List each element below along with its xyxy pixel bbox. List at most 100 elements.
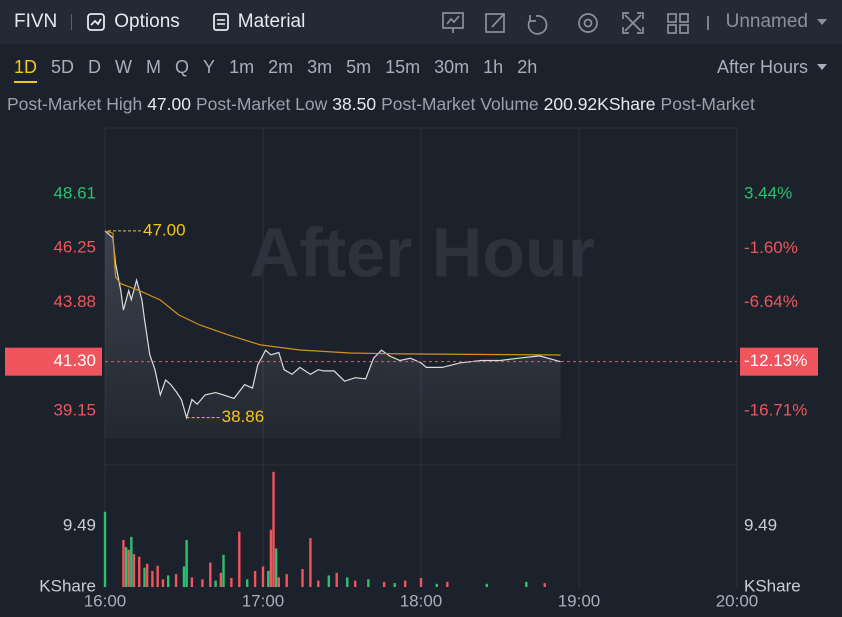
x-tick-label: 20:00 [716, 591, 759, 610]
period-tab[interactable]: 2m [268, 56, 294, 77]
volume-bar [143, 567, 146, 587]
volume-bar [238, 531, 241, 587]
volume-bar [404, 580, 407, 587]
volume-bar [393, 583, 396, 587]
y-tick-label: 46.25 [53, 238, 96, 257]
symbol[interactable]: FIVN [14, 11, 58, 32]
volume-bar [246, 579, 249, 587]
volume-bar [151, 570, 154, 587]
volume-bar [277, 577, 280, 587]
volume-bar [435, 583, 438, 587]
volume-bar [301, 568, 304, 587]
options-label: Options [114, 11, 180, 32]
volume-bar [156, 565, 159, 587]
draw-icon[interactable] [485, 13, 505, 33]
material-label: Material [237, 11, 306, 32]
volume-bar [209, 562, 212, 587]
volume-bar [138, 556, 141, 587]
annotation-label: 47.00 [143, 220, 186, 239]
period-tab[interactable]: W [115, 56, 133, 77]
volume-bar [132, 554, 136, 587]
volume-bar [269, 529, 273, 587]
material-button[interactable]: Material [212, 11, 306, 33]
period-tab[interactable]: D [88, 56, 102, 77]
y-tick-label: 43.88 [53, 292, 96, 311]
layout-icon[interactable] [667, 13, 689, 34]
y2-tick-label: -16.71% [744, 400, 807, 419]
x-tick-label: 18:00 [400, 591, 443, 610]
stat-label: Post-Market Volume [381, 94, 539, 114]
volume-bar [353, 580, 357, 587]
volume-bar [272, 471, 275, 587]
layout-name: Unnamed [725, 11, 808, 32]
toolbar-icons [442, 12, 709, 35]
period-tab[interactable]: 1m [229, 56, 255, 77]
material-icon [212, 13, 229, 31]
layout-selector[interactable]: Unnamed [726, 11, 828, 33]
volume-bar [446, 581, 449, 587]
period-tab[interactable]: 30m [434, 56, 470, 77]
settings-icon[interactable] [578, 13, 598, 33]
volume-bar [346, 577, 349, 587]
y2-tick-label: -1.60% [744, 238, 798, 257]
volume-bar [485, 583, 489, 587]
period-tab[interactable]: Y [203, 56, 216, 77]
annotation-label: 38.86 [222, 407, 265, 426]
y2-tick-label: -6.64% [744, 292, 798, 311]
last-change-box [740, 347, 818, 376]
period-tab[interactable]: 1h [483, 56, 504, 77]
price-area [105, 230, 561, 438]
volume-bar [219, 572, 223, 587]
volume-bar [201, 579, 204, 587]
stat-value: 200.92KShare [543, 94, 656, 114]
stat-value: 38.50 [332, 94, 377, 114]
volume-tick-label: 9.49 [63, 515, 96, 534]
volume-bar [190, 577, 194, 587]
volume-bar [167, 575, 170, 587]
stat-label: Post-Market High [7, 94, 143, 114]
options-button[interactable]: Options [86, 11, 180, 33]
stat-label: Post-Market Low [195, 94, 328, 114]
volume-bar [124, 547, 128, 587]
volume-bar [267, 570, 270, 587]
dropdown-arrow [817, 64, 827, 70]
session-label: After Hours [716, 56, 808, 77]
volume-bar [543, 583, 546, 587]
volume-bar [103, 511, 107, 587]
y-tick-label: 39.15 [53, 400, 96, 419]
volume-bar [185, 540, 188, 587]
chart-icon[interactable] [442, 12, 464, 33]
last-change-label: -12.13% [744, 351, 807, 370]
y-tick-label: 48.61 [53, 183, 96, 202]
price-line [104, 230, 561, 420]
session-selector[interactable]: After Hours [717, 57, 828, 78]
volume-bar [285, 574, 288, 587]
volume-bar [174, 574, 178, 587]
x-tick-label: 16:00 [84, 591, 127, 610]
volume-bar [525, 581, 528, 587]
period-tab[interactable]: 5D [51, 56, 75, 77]
options-icon [87, 13, 106, 31]
period-tab[interactable]: M [146, 56, 162, 77]
fullscreen-icon[interactable] [622, 12, 644, 34]
volume-bar [382, 581, 386, 587]
stat-label: Post-Market [660, 94, 755, 114]
period-tab[interactable]: 5m [346, 56, 372, 77]
volume-bar [419, 577, 423, 587]
last-price-box [5, 347, 102, 376]
volume-bar [261, 566, 265, 587]
period-tab[interactable]: 3m [307, 56, 333, 77]
volume-bar [214, 580, 217, 587]
period-tab[interactable]: Q [175, 56, 190, 77]
period-tab[interactable]: 15m [385, 56, 421, 77]
volume-bar [253, 570, 257, 587]
refresh-icon[interactable] [527, 15, 548, 35]
volume-bar [317, 580, 320, 587]
toolbar: FIVN Options Material Unnamed [0, 0, 842, 44]
volume-bar [182, 566, 186, 587]
x-tick-label: 17:00 [242, 591, 285, 610]
period-tab[interactable]: 1D [14, 57, 38, 83]
volume-bar [309, 538, 312, 587]
period-tab[interactable]: 2h [517, 56, 538, 77]
